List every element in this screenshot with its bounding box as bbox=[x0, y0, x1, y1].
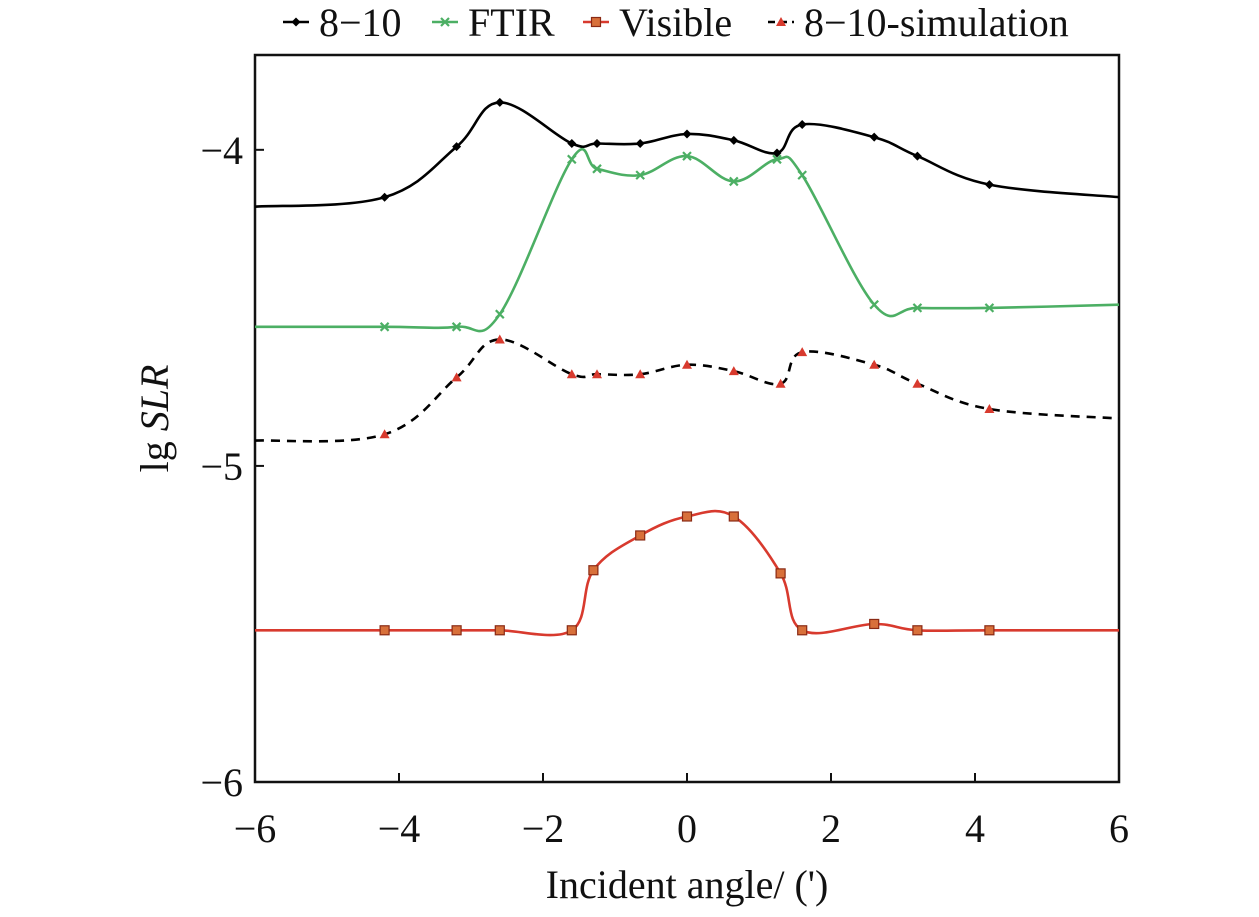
data-point bbox=[912, 151, 922, 161]
series-line bbox=[255, 148, 1120, 333]
x-tick-label: −6 bbox=[234, 806, 277, 851]
data-point bbox=[912, 303, 923, 313]
y-axis-title-italic: SLR bbox=[132, 365, 177, 432]
data-point bbox=[797, 120, 807, 130]
data-point bbox=[566, 625, 577, 636]
data-point bbox=[380, 192, 390, 202]
data-point bbox=[566, 369, 577, 379]
data-point bbox=[592, 369, 602, 379]
data-point bbox=[797, 170, 807, 180]
legend-entry: FTIR bbox=[432, 0, 555, 45]
data-point bbox=[912, 378, 923, 388]
data-point bbox=[682, 129, 692, 139]
x-tick-label: 2 bbox=[821, 806, 841, 851]
y-axis-title-prefix: lg bbox=[132, 431, 177, 472]
legend-marker bbox=[291, 17, 301, 27]
y-tick-label: −4 bbox=[200, 128, 243, 173]
data-point bbox=[869, 299, 879, 310]
data-point bbox=[797, 347, 808, 357]
data-point bbox=[775, 568, 786, 579]
data-point bbox=[451, 625, 462, 636]
y-tick-label: −6 bbox=[200, 760, 243, 805]
data-point bbox=[775, 378, 786, 388]
data-point bbox=[495, 309, 505, 319]
data-point bbox=[797, 625, 808, 636]
data-point bbox=[592, 139, 602, 149]
data-point bbox=[567, 154, 577, 165]
data-point bbox=[592, 164, 602, 174]
x-tick-label: 6 bbox=[1109, 806, 1129, 851]
axis-ticks: −6 −4 −2 0 2 4 6 −6 −5 −4 bbox=[200, 128, 1129, 851]
legend-label: Visible bbox=[619, 0, 732, 45]
series-line bbox=[254, 338, 1120, 443]
legend-label: 8−10-simulation bbox=[804, 0, 1069, 45]
data-point bbox=[495, 97, 505, 107]
series-3 bbox=[254, 509, 1119, 637]
data-point bbox=[635, 530, 646, 541]
data-point bbox=[729, 135, 739, 145]
y-axis-title: lg SLR bbox=[132, 365, 177, 473]
legend-label: FTIR bbox=[468, 0, 555, 45]
data-point bbox=[635, 139, 645, 149]
data-point bbox=[567, 139, 577, 149]
series-line bbox=[254, 101, 1120, 208]
data-point bbox=[682, 359, 692, 369]
legend-marker bbox=[440, 17, 450, 27]
data-point bbox=[379, 322, 390, 332]
data-point bbox=[729, 176, 739, 187]
data-point bbox=[869, 132, 879, 142]
data-point bbox=[635, 170, 645, 180]
data-point bbox=[912, 625, 923, 636]
data-point bbox=[984, 625, 995, 636]
data-point bbox=[984, 180, 994, 190]
x-tick-label: 4 bbox=[965, 806, 985, 851]
data-point bbox=[681, 511, 693, 522]
legend-marker bbox=[776, 17, 786, 26]
series-4 bbox=[254, 334, 1120, 443]
data-point bbox=[379, 429, 390, 439]
data-point bbox=[728, 511, 739, 522]
legend-label: 8−10 bbox=[319, 0, 402, 45]
data-point bbox=[451, 322, 462, 332]
data-point bbox=[772, 154, 782, 165]
series-1 bbox=[254, 97, 1120, 208]
y-tick-label: −5 bbox=[200, 444, 243, 489]
x-tick-label: −2 bbox=[522, 806, 565, 851]
x-tick-label: 0 bbox=[677, 806, 697, 851]
x-axis-title: Incident angle/ (') bbox=[546, 862, 829, 907]
data-point bbox=[869, 618, 880, 630]
data-point bbox=[451, 372, 462, 382]
data-point bbox=[588, 565, 599, 576]
series-2 bbox=[255, 148, 1120, 333]
data-point bbox=[494, 625, 505, 636]
x-tick-label: −4 bbox=[378, 806, 421, 851]
data-point bbox=[682, 151, 692, 161]
data-point bbox=[984, 303, 995, 313]
data-point bbox=[772, 148, 782, 158]
data-point bbox=[984, 404, 995, 414]
data-point bbox=[379, 625, 390, 636]
series-line bbox=[254, 509, 1119, 637]
legend-marker bbox=[590, 16, 602, 28]
series-layer bbox=[254, 97, 1120, 637]
data-point bbox=[452, 142, 462, 152]
data-point bbox=[494, 334, 505, 344]
plot-frame bbox=[253, 53, 1121, 784]
legend-entry: Visible bbox=[583, 0, 732, 45]
legend-entry: 8−10-simulation bbox=[768, 0, 1069, 45]
data-point bbox=[728, 366, 739, 376]
data-point bbox=[635, 369, 646, 379]
legend: 8−10 FTIR Visible 8−10-simulation bbox=[283, 0, 1069, 45]
legend-entry: 8−10 bbox=[283, 0, 402, 45]
data-point bbox=[869, 359, 880, 369]
